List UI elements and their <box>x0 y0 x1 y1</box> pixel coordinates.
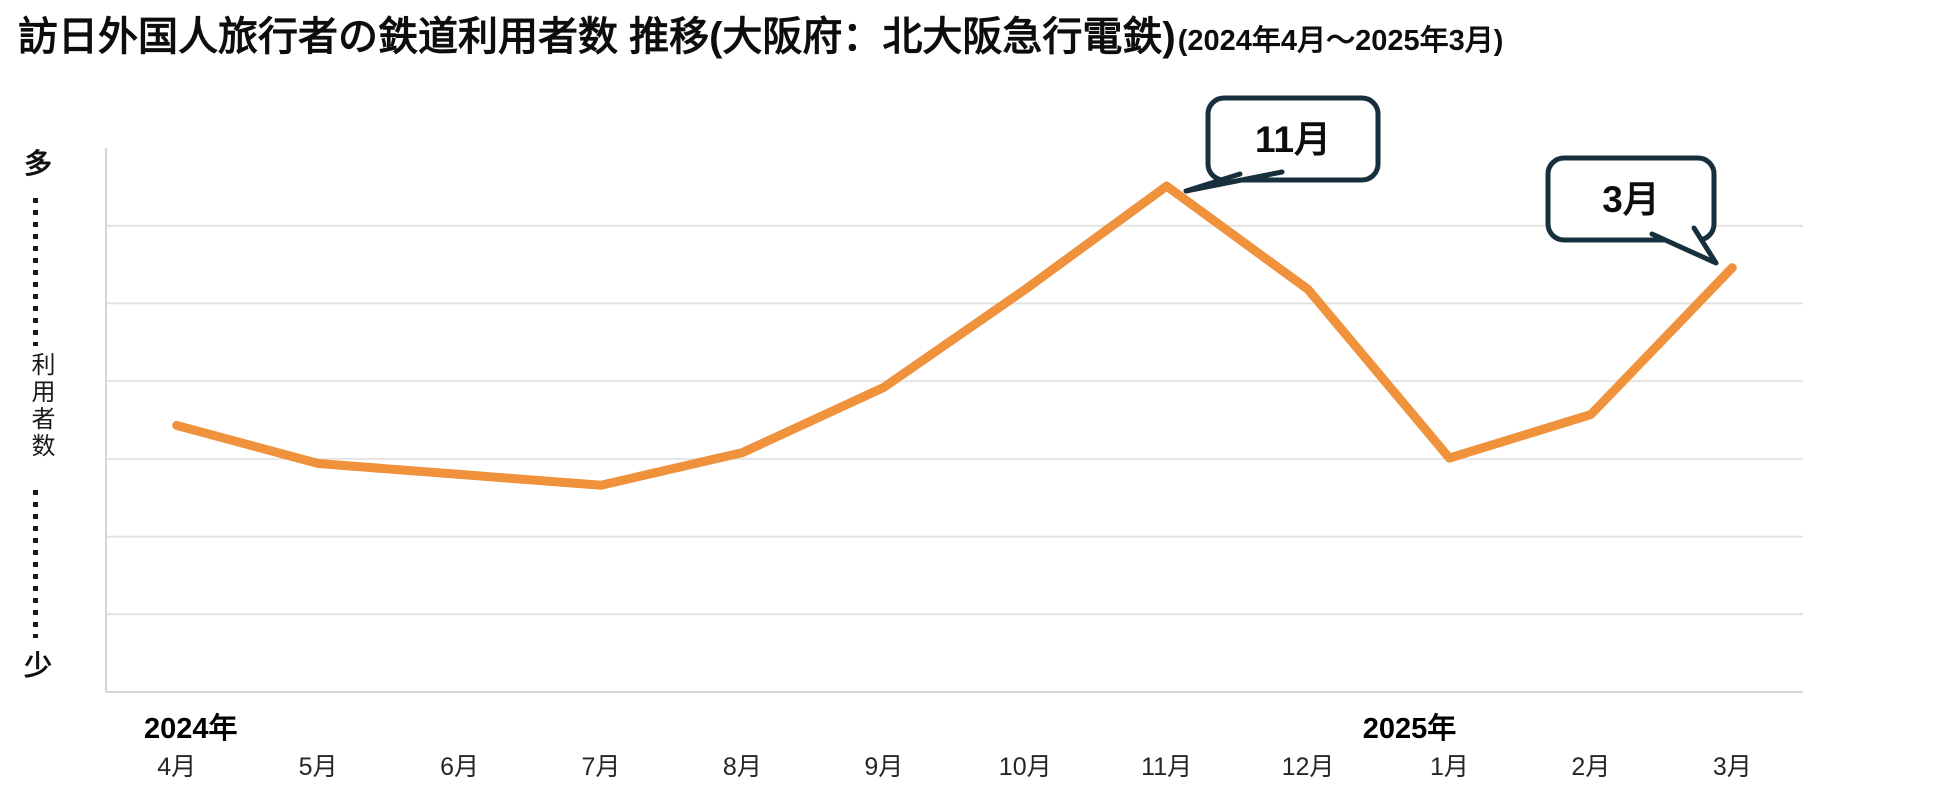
x-axis-label: 9月 <box>864 753 903 781</box>
x-axis-label: 7月 <box>582 753 621 781</box>
callout-bubble <box>1545 155 1717 243</box>
x-axis-label: 5月 <box>299 753 338 781</box>
callout-november: 11月 <box>1183 95 1381 194</box>
x-axis-label: 8月 <box>723 753 762 781</box>
page-title: 訪日外国人旅行者の鉄道利用者数 推移(大阪府：北大阪急行電鉄)(2024年4月～… <box>18 4 1503 62</box>
dotted-line-icon <box>33 198 38 346</box>
callout-label: 3月 <box>1602 179 1660 220</box>
title-period: (2024年4月～2025年3月) <box>1177 25 1504 57</box>
x-axis-label: 1月 <box>1430 753 1469 781</box>
year-labels: 2024年 2025年 <box>144 711 1456 745</box>
callout-bubble <box>1205 95 1381 183</box>
year-label: 2025年 <box>1363 711 1457 745</box>
x-axis-label: 12月 <box>1282 753 1335 781</box>
title-main: 訪日外国人旅行者の鉄道利用者数 推移(大阪府：北大阪急行電鉄) <box>18 15 1176 59</box>
y-axis-label-high: 多 <box>23 148 52 179</box>
x-axis-label: 3月 <box>1713 753 1752 781</box>
gridlines <box>106 224 1803 616</box>
callout-label: 11月 <box>1255 119 1331 160</box>
x-axis-label: 2月 <box>1571 753 1610 781</box>
y-axis-title: 利用者数 <box>27 352 54 460</box>
x-axis-label: 6月 <box>440 753 479 781</box>
trend-line <box>172 181 1737 490</box>
x-axis-labels: 4月 5月 6月 7月 8月 9月 10月 11月 12月 1月 2月 3月 <box>157 753 1751 781</box>
x-axis-label: 10月 <box>999 753 1052 781</box>
callout-tail-icon <box>1649 225 1719 266</box>
callout-tail-icon <box>1183 169 1285 194</box>
callout-march: 3月 <box>1545 155 1719 266</box>
x-axis-label: 4月 <box>157 753 196 781</box>
y-axis-label-low: 少 <box>23 650 52 681</box>
year-label: 2024年 <box>144 711 238 745</box>
dotted-line-icon <box>33 490 38 638</box>
x-axis-label: 11月 <box>1141 753 1192 781</box>
